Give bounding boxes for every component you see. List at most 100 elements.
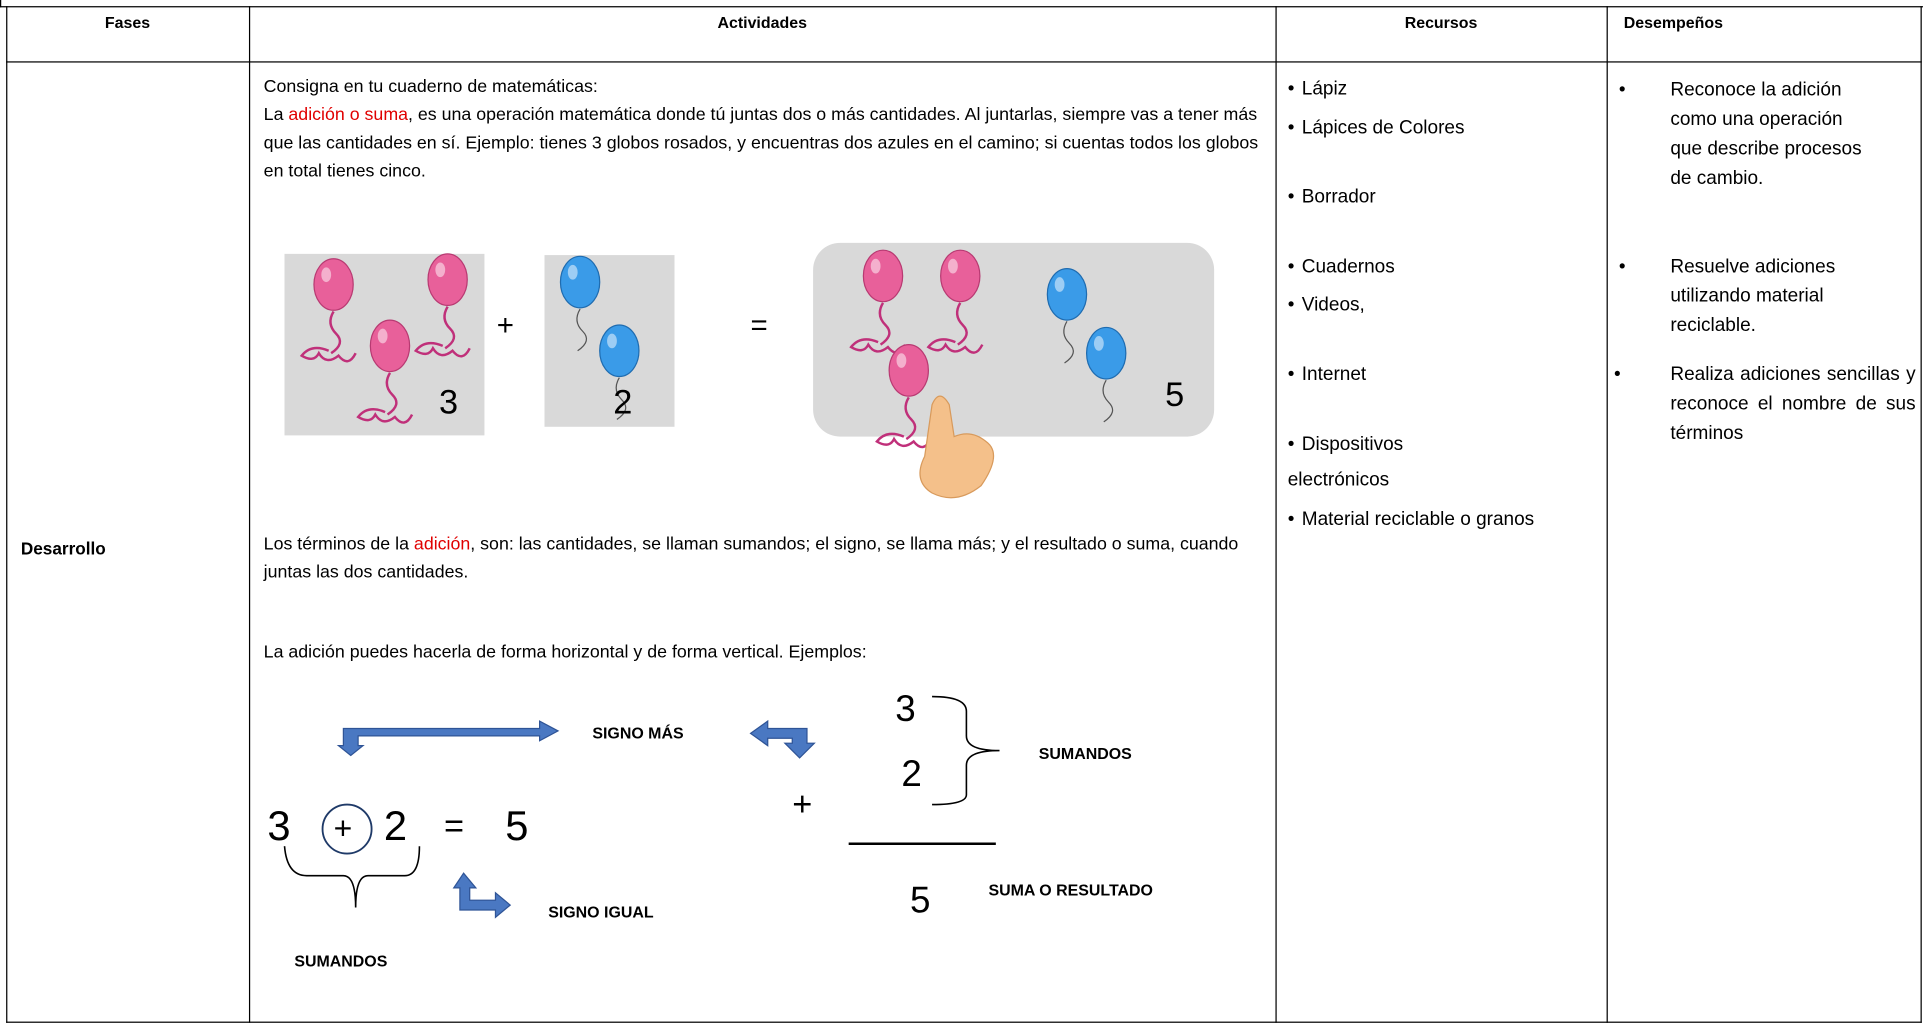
intro: Consigna en tu cuaderno de matemáticas:	[263, 77, 598, 97]
balloon-shine	[948, 258, 958, 274]
balloon-string	[385, 372, 398, 416]
resource: Material reciclable o granos	[1288, 498, 1590, 542]
header-cell: Actividades	[717, 13, 807, 32]
rule	[1275, 6, 1277, 1023]
count: 2	[613, 382, 633, 421]
label: SIGNO MÁS	[592, 723, 684, 742]
balloon-ribbon	[926, 338, 984, 354]
number: 5	[505, 803, 529, 850]
resource: Internet	[1288, 357, 1595, 393]
balloon-shine	[1093, 336, 1104, 351]
balloon	[427, 253, 468, 306]
balloon-string	[615, 377, 627, 420]
rule	[6, 6, 8, 1023]
forms: La adición puedes hacerla de forma horiz…	[263, 642, 867, 663]
balloon-shine	[321, 267, 332, 283]
balloon-shine	[435, 262, 446, 278]
balloon-shine	[607, 333, 617, 349]
highlight: adición o suma	[288, 105, 409, 126]
resource: Videos,	[1288, 287, 1595, 323]
performance: • Realiza adiciones sencillas y reconoce …	[1614, 361, 1916, 449]
balloon-shine	[870, 258, 881, 274]
highlight: adición	[413, 534, 471, 555]
balloon-ribbon	[849, 338, 907, 354]
resource: Lápices de Colores	[1288, 110, 1595, 146]
arrow	[452, 872, 512, 919]
number: 3	[895, 689, 916, 730]
operator: +	[333, 809, 353, 847]
balloon-ribbon	[356, 408, 414, 424]
balloon-ribbon	[413, 341, 471, 358]
balloon-string	[576, 308, 588, 352]
balloon	[888, 344, 929, 397]
balloon-ribbon	[299, 346, 357, 363]
balloon-string	[443, 305, 456, 350]
rule	[6, 1021, 1922, 1023]
text: Los términos de la	[263, 534, 414, 555]
label: SIGNO IGUAL	[548, 902, 654, 922]
paragraph: Consigna en tu cuaderno de matemáticas: …	[264, 74, 1264, 187]
brace	[283, 846, 421, 908]
balloon	[862, 249, 904, 303]
rule	[0, 0, 2, 8]
hand	[919, 395, 994, 499]
balloon	[1046, 267, 1088, 321]
performance-text: Reconoce la adición como una operación q…	[1670, 79, 1862, 189]
arrow	[749, 719, 816, 759]
balloon-string	[1063, 321, 1074, 364]
balloon	[559, 255, 601, 309]
operator: +	[792, 784, 813, 823]
brace	[932, 695, 1000, 806]
balloon-string	[878, 302, 891, 346]
number: 2	[383, 803, 408, 850]
performance: • Resuelve adiciones utilizando material …	[1619, 253, 1913, 341]
rule	[6, 61, 1922, 63]
resource: Dispositivos electrónicos	[1288, 427, 1472, 498]
count: 3	[439, 382, 459, 421]
rule	[1606, 6, 1608, 1023]
balloon	[313, 258, 354, 311]
header-cell: Desempeños	[1623, 13, 1723, 32]
header-cell: Recursos	[1404, 13, 1478, 32]
label: SUMA O RESULTADO	[988, 880, 1153, 899]
rule	[248, 6, 251, 1023]
phase: Desarrollo	[20, 538, 106, 559]
resource: Borrador	[1288, 179, 1595, 215]
number: 3	[267, 803, 291, 850]
balloon-shine	[1054, 277, 1065, 292]
balloon-string	[1102, 379, 1114, 423]
balloon-string	[329, 310, 342, 355]
balloon-shine	[567, 264, 578, 280]
resource: Cuadernos	[1288, 249, 1595, 285]
balloon-shine	[377, 328, 388, 344]
balloon	[1085, 326, 1127, 380]
plus-circle	[321, 803, 373, 855]
balloon-string	[955, 302, 968, 346]
performance-text: Resuelve adiciones utilizando material r…	[1670, 256, 1836, 337]
rule	[0, 6, 1923, 8]
operator: =	[443, 806, 465, 845]
balloon-string	[904, 396, 917, 441]
resource: Lápiz	[1288, 71, 1595, 107]
balloon	[599, 324, 640, 378]
arrow	[336, 720, 560, 757]
count: 5	[1165, 375, 1185, 414]
label: SUMANDOS	[1038, 744, 1132, 763]
definition: La adición o suma, es una operación mate…	[264, 102, 1264, 187]
header-cell: Fases	[104, 13, 151, 32]
text: , es una operación matemática donde tú j…	[263, 105, 1259, 182]
terms: Los términos de la adición, son: las can…	[264, 531, 1264, 587]
performance: • Reconoce la adición como una operación …	[1619, 76, 1913, 194]
number: 2	[901, 754, 922, 795]
text: , son: las cantidades, se llaman sumando…	[263, 534, 1239, 583]
operator: =	[750, 309, 768, 343]
performance-text: Realiza adiciones sencillas y reconoce e…	[1670, 364, 1916, 444]
balloon-shine	[896, 353, 907, 368]
balloon	[369, 319, 411, 373]
label: SUMANDOS	[294, 951, 388, 971]
balloon-ribbon	[875, 432, 932, 449]
balloon	[940, 249, 981, 303]
